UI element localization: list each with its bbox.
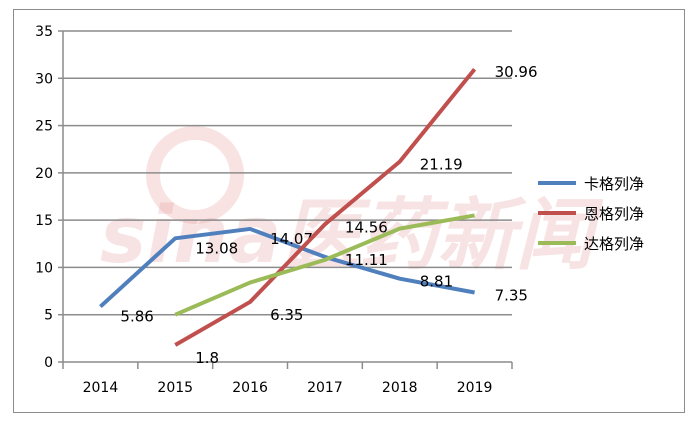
- y-tick-label: 15: [35, 213, 53, 229]
- series-line-2: [174, 67, 477, 347]
- y-tick-label: 5: [44, 308, 53, 324]
- y-tick-label: 30: [35, 71, 53, 87]
- y-tick-label: 20: [35, 166, 53, 182]
- data-label: 14.56: [345, 218, 388, 236]
- series-line-3: [174, 213, 475, 317]
- legend-label: 达格列净: [584, 235, 644, 253]
- y-tick-label: 25: [35, 119, 53, 135]
- x-tick-label: 2016: [232, 380, 268, 396]
- y-tick-label: 0: [44, 355, 53, 371]
- data-label: 5.86: [120, 308, 153, 326]
- legend-label: 卡格列净: [584, 175, 644, 193]
- data-label: 13.08: [195, 239, 238, 257]
- watermark-logo-icon: [146, 126, 244, 224]
- y-tick-label: 35: [35, 24, 53, 40]
- data-label: 1.8: [195, 349, 219, 367]
- x-tick-label: 2018: [382, 380, 418, 396]
- data-label: 30.96: [495, 63, 538, 81]
- data-label: 21.19: [420, 156, 463, 174]
- data-label: 14.07: [270, 230, 313, 248]
- legend-label: 恩格列净: [584, 205, 644, 223]
- x-tick-label: 2019: [457, 380, 493, 396]
- x-tick-label: 2015: [157, 380, 193, 396]
- data-label: 8.81: [420, 273, 453, 291]
- data-label: 11.11: [345, 251, 388, 269]
- data-label: 6.35: [270, 306, 303, 324]
- data-label: 7.35: [495, 286, 528, 304]
- x-tick-label: 2017: [307, 380, 343, 396]
- y-tick-label: 10: [35, 260, 53, 276]
- series-line-1: [99, 226, 475, 309]
- x-tick-label: 2014: [83, 380, 119, 396]
- chart-frame: [13, 9, 685, 413]
